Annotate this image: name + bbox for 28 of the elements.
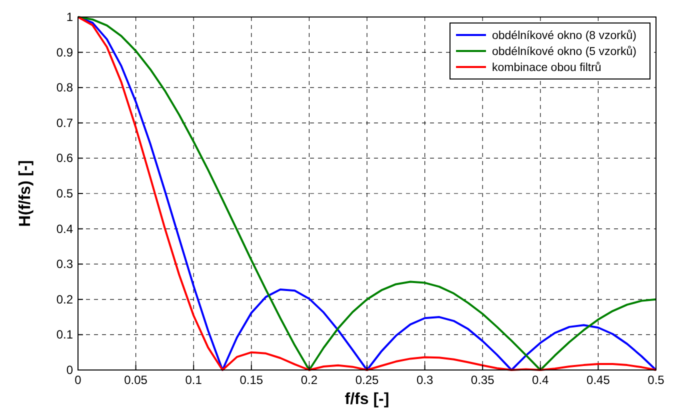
y-tick-label: 0.6 [56, 151, 74, 166]
y-tick-label: 0.9 [56, 45, 74, 60]
legend-label: kombinace obou filtrů [492, 61, 602, 74]
x-axis-title: f/fs [-] [344, 391, 390, 408]
y-tick-label: 0.4 [56, 222, 74, 236]
x-tick-label: 0.15 [240, 373, 264, 387]
y-axis-title: H(f/fs) [-] [17, 160, 34, 227]
x-tick-label: 0.1 [185, 373, 202, 387]
x-tick-label: 0.45 [586, 373, 610, 387]
x-tick-label: 0 [74, 373, 82, 387]
x-tick-label: 0.4 [532, 373, 550, 387]
legend-label: obdélníkové okno (5 vzorků) [492, 45, 637, 58]
y-tick-label: 0.8 [56, 80, 74, 95]
x-tick-label: 0.35 [470, 373, 495, 387]
y-tick-label: 1 [66, 10, 74, 24]
x-tick-label: 0.3 [416, 373, 434, 387]
y-tick-label: 0.7 [56, 116, 74, 130]
y-tick-label: 0.1 [56, 328, 74, 342]
y-tick-label: 0 [66, 363, 74, 377]
x-tick-label: 0.05 [124, 373, 148, 387]
x-tick-label: 0.25 [355, 373, 379, 387]
y-tick-label: 0.2 [56, 292, 74, 306]
legend-label: obdélníkové okno (8 vzorků) [492, 29, 637, 42]
x-tick-label: 0.2 [300, 373, 318, 387]
y-tick-label: 0.5 [56, 186, 74, 200]
y-tick-label: 0.3 [56, 257, 74, 272]
x-tick-label: 0.5 [648, 373, 665, 387]
line-series [77, 16, 657, 371]
